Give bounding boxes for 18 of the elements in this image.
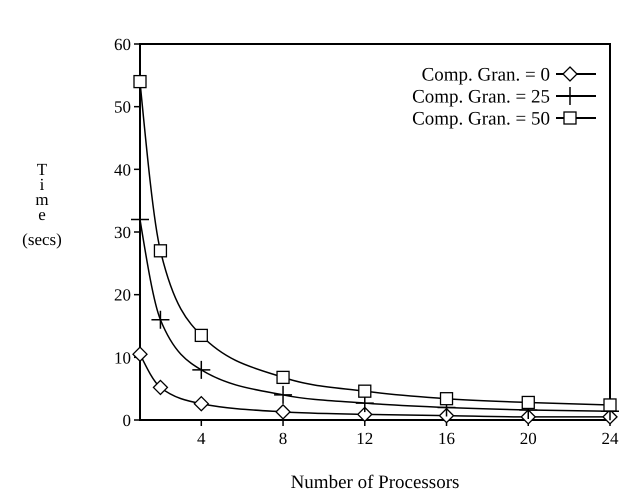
- x-tick-label: 16: [438, 429, 456, 448]
- x-tick-label: 12: [356, 429, 374, 448]
- y-tick-label: 0: [122, 410, 131, 430]
- y-tick-label: 20: [114, 286, 131, 305]
- x-axis-title: Number of Processors: [290, 472, 460, 493]
- x-tick-label: 20: [520, 429, 537, 448]
- y-tick-label: 60: [114, 34, 131, 54]
- legend-label: Comp. Gran. = 50: [412, 108, 550, 130]
- legend-label: Comp. Gran. = 25: [412, 86, 550, 108]
- x-tick-label: 8: [278, 429, 288, 448]
- x-tick-label: 4: [197, 429, 206, 448]
- x-tick-label: 24: [602, 429, 619, 448]
- y-tick-label: 40: [114, 160, 131, 180]
- y-tick-label: 30: [114, 222, 131, 242]
- y-axis-title: Time (secs): [22, 160, 62, 249]
- y-tick-label: 50: [114, 98, 131, 117]
- y-tick-label: 10: [114, 348, 131, 368]
- legend-label: Comp. Gran. = 0: [422, 64, 550, 86]
